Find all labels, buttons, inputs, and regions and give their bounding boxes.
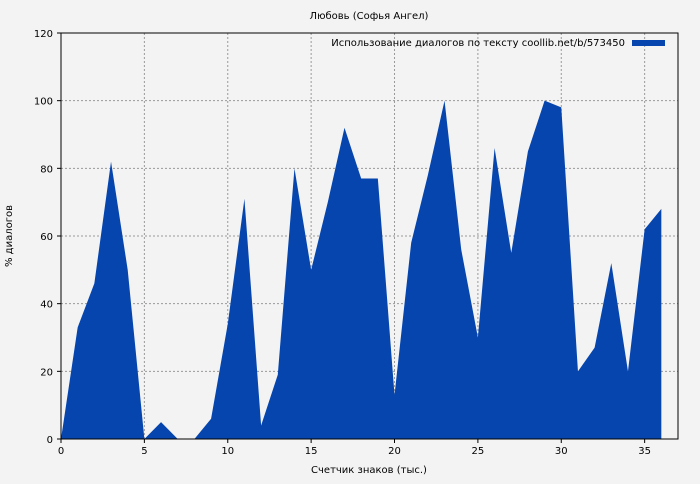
y-tick-label: 20 <box>40 367 53 378</box>
y-tick-label: 60 <box>40 232 53 243</box>
y-axis-label: % диалогов <box>4 205 15 267</box>
y-tick-label: 40 <box>40 300 53 311</box>
legend-swatch <box>632 40 665 46</box>
y-tick-label: 80 <box>40 164 53 175</box>
area-series <box>61 100 662 440</box>
x-tick-label: 5 <box>141 446 147 457</box>
x-tick-label: 0 <box>58 446 64 457</box>
y-tick-label: 100 <box>34 97 53 108</box>
x-tick-label: 15 <box>305 446 318 457</box>
x-tick-label: 25 <box>472 446 485 457</box>
x-tick-label: 30 <box>555 446 568 457</box>
chart-title: Любовь (Софья Ангел) <box>310 11 429 22</box>
legend-label: Использование диалогов по тексту coollib… <box>331 38 625 49</box>
y-tick-label: 120 <box>34 29 53 40</box>
x-tick-label: 20 <box>388 446 401 457</box>
y-tick-label: 0 <box>47 435 53 446</box>
x-tick-label: 35 <box>638 446 651 457</box>
x-axis-label: Счетчик знаков (тыс.) <box>311 465 427 476</box>
x-tick-label: 10 <box>221 446 234 457</box>
